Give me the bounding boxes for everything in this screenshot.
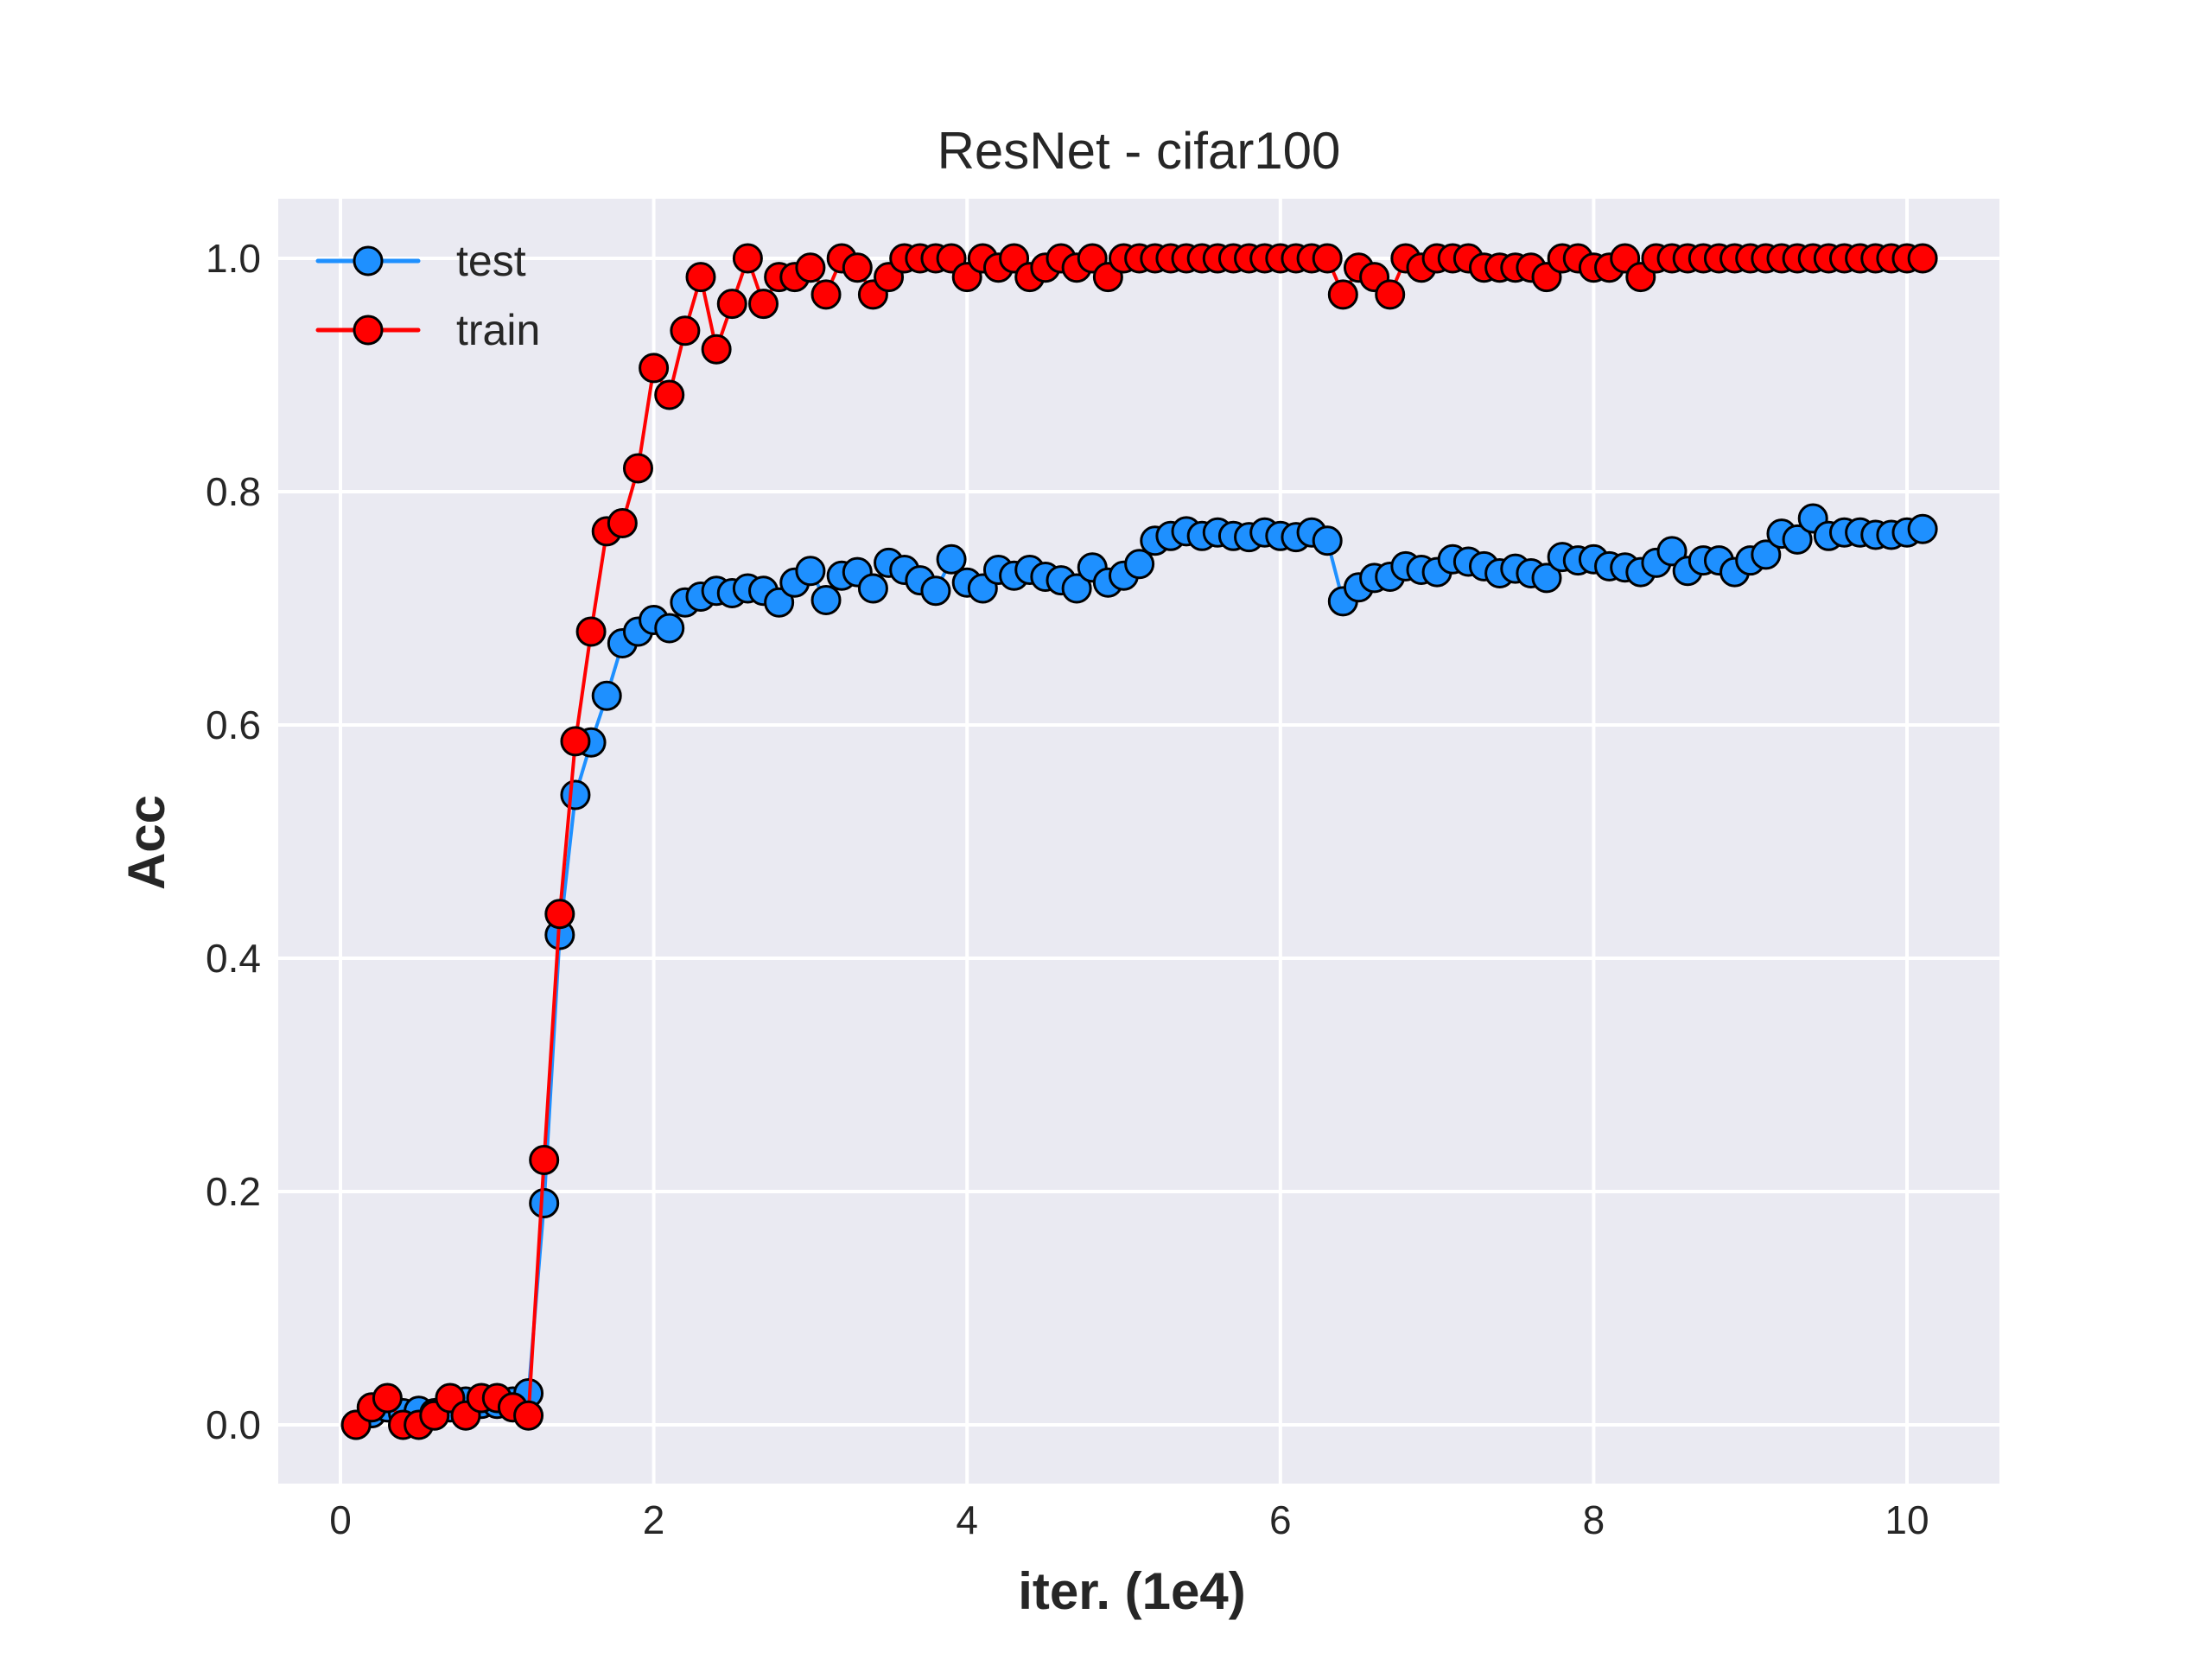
test-marker [857, 573, 888, 604]
train-marker [701, 334, 732, 365]
train-marker [654, 379, 685, 410]
train-marker [685, 262, 716, 293]
train-marker [716, 289, 747, 320]
test-marker [1124, 549, 1155, 580]
series-train [340, 243, 1938, 1440]
test-marker [1061, 573, 1092, 604]
legend-train-marker [353, 315, 384, 346]
legend-test-label: test [456, 237, 526, 285]
test-marker [1751, 539, 1782, 570]
legend-test-marker [353, 245, 384, 276]
x-tick-labels: 0 2 4 6 8 10 [329, 1497, 1929, 1542]
y-tick-label: 1.0 [206, 236, 261, 281]
x-tick-label: 8 [1583, 1497, 1605, 1542]
x-tick-label: 4 [956, 1497, 978, 1542]
x-tick-label: 0 [329, 1497, 352, 1542]
train-marker [544, 899, 575, 930]
test-marker [1531, 563, 1562, 594]
test-marker [810, 585, 842, 616]
train-marker [795, 252, 826, 283]
legend-train-label: train [456, 306, 540, 354]
test-marker [654, 613, 685, 644]
x-tick-label: 6 [1269, 1497, 1292, 1542]
test-marker [529, 1188, 560, 1218]
test-marker [764, 587, 795, 618]
y-axis-label: Acc [118, 795, 175, 890]
train-marker [575, 616, 607, 647]
test-marker [1312, 525, 1343, 556]
y-tick-label: 0.8 [206, 469, 261, 514]
test-marker [795, 556, 826, 587]
test-marker [936, 543, 967, 575]
test-marker [560, 779, 591, 810]
train-marker [607, 507, 638, 538]
test-marker [591, 680, 622, 711]
test-marker [1656, 536, 1688, 567]
gridlines [278, 199, 1999, 1484]
train-marker [639, 353, 670, 384]
train-marker [513, 1400, 544, 1431]
legend: test train [315, 237, 540, 354]
y-tick-label: 0.6 [206, 702, 261, 747]
chart-title: ResNet - cifar100 [938, 122, 1341, 180]
test-marker [920, 575, 951, 607]
train-marker [560, 726, 591, 757]
train-marker [810, 279, 842, 310]
x-tick-label: 10 [1885, 1497, 1929, 1542]
y-tick-label: 0.4 [206, 936, 261, 981]
train-marker [1327, 279, 1358, 310]
y-tick-label: 0.0 [206, 1402, 261, 1447]
train-marker [842, 252, 873, 283]
train-marker [529, 1145, 560, 1176]
train-marker [1375, 279, 1406, 310]
train-marker [1312, 243, 1343, 274]
train-marker [372, 1382, 403, 1414]
y-tick-label: 0.2 [206, 1169, 261, 1214]
series-layer [340, 243, 1938, 1440]
train-marker [748, 289, 779, 320]
test-marker [1782, 524, 1813, 555]
x-tick-label: 2 [643, 1497, 665, 1542]
train-marker [732, 243, 763, 274]
y-tick-labels: 0.0 0.2 0.4 0.6 0.8 1.0 [206, 236, 261, 1447]
test-marker [1907, 513, 1938, 544]
x-axis-label: iter. (1e4) [1018, 1562, 1245, 1620]
train-marker [670, 315, 701, 346]
train-marker [1907, 243, 1938, 274]
train-marker [622, 453, 653, 484]
